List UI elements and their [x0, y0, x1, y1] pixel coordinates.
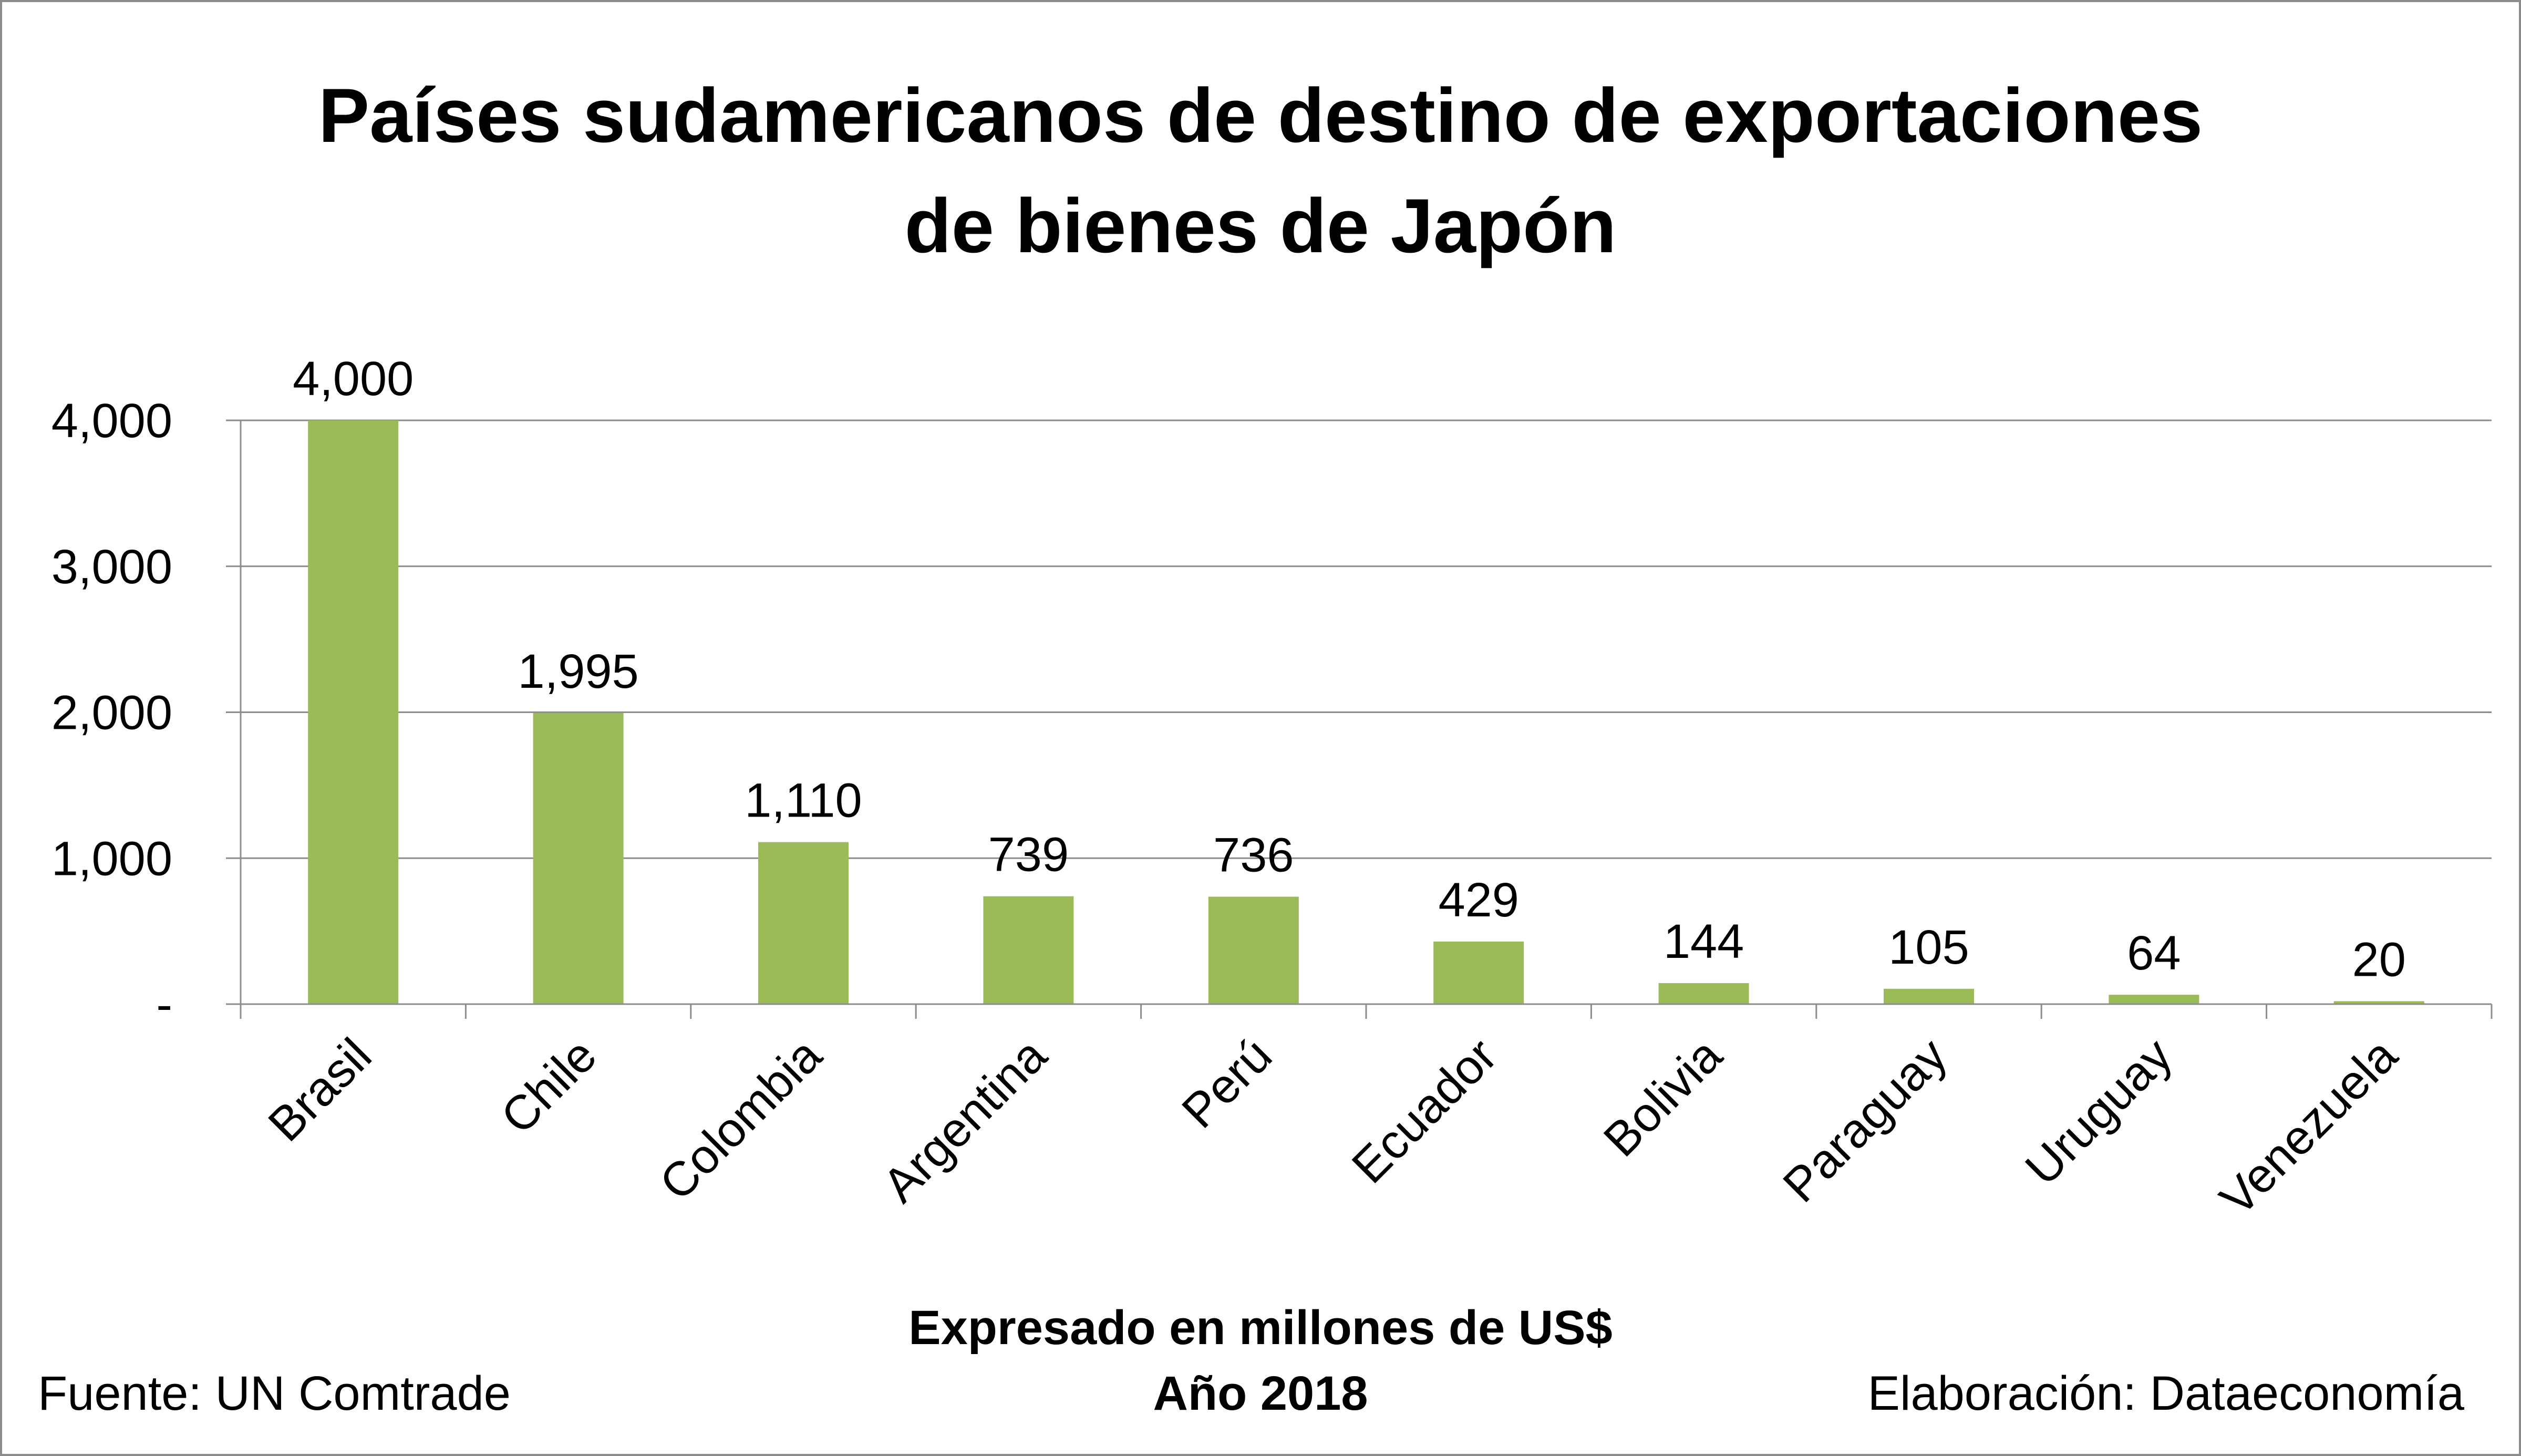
year-label: Año 2018 — [1153, 1367, 1368, 1420]
bar — [758, 842, 849, 1004]
x-tick-label: Perú — [1172, 1028, 1282, 1139]
chart-title-line-2: de bienes de Japón — [904, 183, 1617, 269]
bar — [1658, 983, 1749, 1004]
data-label: 20 — [2352, 933, 2406, 986]
y-tick-label: - — [156, 978, 172, 1031]
data-label: 429 — [1438, 873, 1519, 927]
y-tick-label: 3,000 — [51, 540, 172, 594]
bar — [2109, 995, 2199, 1004]
x-tick-label: Colombia — [649, 1028, 832, 1211]
data-label: 1,995 — [518, 645, 638, 698]
data-label: 1,110 — [745, 774, 862, 828]
bar — [308, 420, 399, 1004]
x-axis-label: Expresado en millones de US$ — [908, 1301, 1613, 1355]
x-tick-label: Brasil — [259, 1028, 382, 1152]
data-label: 105 — [1888, 921, 1969, 974]
data-label: 64 — [2127, 926, 2181, 980]
bar — [1208, 896, 1299, 1004]
data-label: 144 — [1664, 915, 1744, 968]
x-tick-label: Venezuela — [2210, 1028, 2408, 1226]
bar — [2333, 1001, 2424, 1004]
bar — [533, 712, 624, 1004]
data-label: 739 — [988, 828, 1069, 882]
x-tick-label: Chile — [491, 1028, 606, 1144]
data-label: 4,000 — [293, 352, 414, 406]
chart-title: Países sudamericanos de destino de expor… — [0, 60, 2521, 281]
data-label: 736 — [1213, 829, 1294, 882]
x-tick-label: Uruguay — [2016, 1028, 2183, 1195]
bar — [1884, 988, 1974, 1004]
source-note: Fuente: UN Comtrade — [38, 1367, 511, 1420]
bar — [1433, 941, 1524, 1004]
x-tick-label: Ecuador — [1342, 1028, 1507, 1193]
credit-note: Elaboración: Dataeconomía — [1867, 1367, 2464, 1420]
y-tick-label: 2,000 — [51, 686, 172, 740]
bar — [983, 896, 1074, 1004]
x-tick-label: Paraguay — [1773, 1028, 1958, 1213]
x-tick-label: Bolivia — [1594, 1028, 1732, 1166]
chart-title-line-1: Países sudamericanos de destino de expor… — [318, 73, 2203, 158]
y-tick-label: 4,000 — [51, 394, 172, 448]
y-tick-label: 1,000 — [51, 832, 172, 885]
x-tick-label: Argentina — [873, 1028, 1057, 1212]
